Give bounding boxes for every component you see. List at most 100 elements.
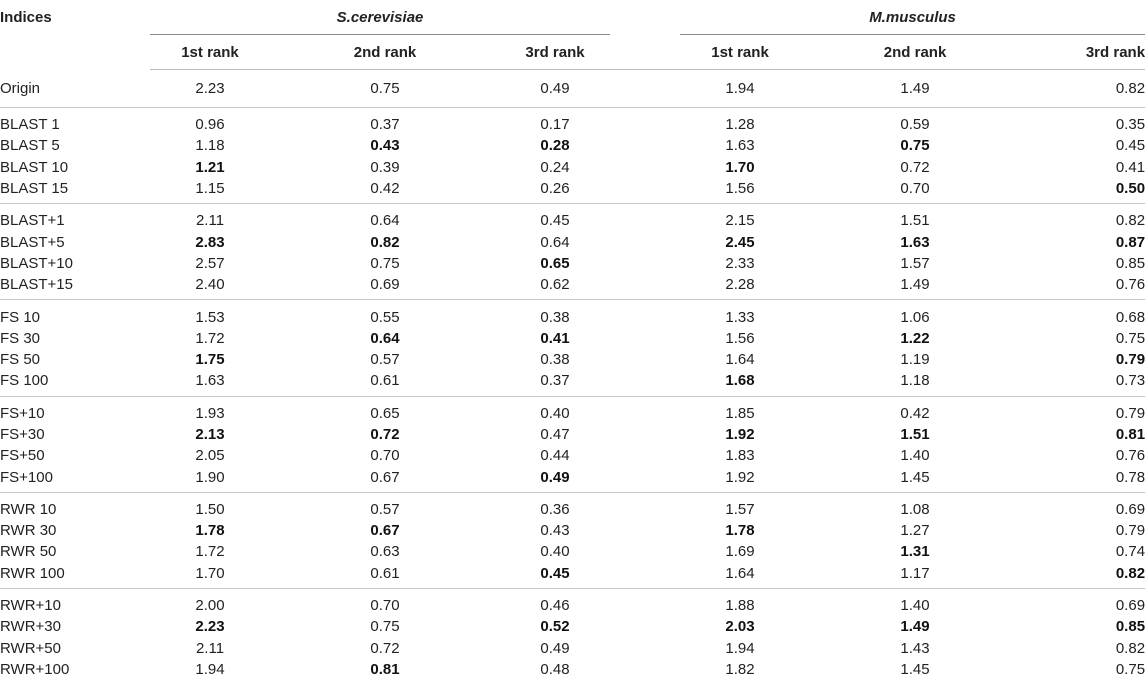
value-cell: 1.22: [800, 328, 1030, 349]
best-value: 1.51: [900, 426, 930, 443]
best-value: 2.13: [195, 426, 225, 443]
column-spacer: [610, 328, 680, 349]
column-spacer: [610, 274, 681, 301]
value-cell: 0.75: [370, 618, 400, 636]
value-cell: 1.93: [195, 404, 225, 422]
indices-header: Indices: [0, 9, 52, 26]
value-cell: 1.75: [150, 349, 270, 370]
best-value: 0.45: [540, 564, 570, 582]
value-cell: 0.45: [1115, 137, 1145, 155]
row-label: RWR+10: [0, 597, 61, 615]
best-value: 0.81: [1115, 426, 1145, 443]
header-spacer: [610, 0, 680, 35]
value-cell: 0.36: [540, 500, 570, 518]
value-cell: 0.96: [195, 116, 225, 134]
value-cell: 0.72: [900, 158, 930, 176]
value-cell: 1.70: [680, 157, 800, 178]
value-cell: 0.50: [1030, 177, 1145, 205]
value-cell: 0.82: [1030, 69, 1145, 108]
value-cell: 0.46: [540, 597, 570, 615]
best-value: 0.87: [1115, 233, 1145, 251]
value-cell: 2.13: [150, 424, 270, 445]
value-cell: 0.79: [1030, 349, 1145, 370]
best-value: 0.75: [900, 137, 930, 155]
table-row: RWR+100 1.94 0.81 0.48 1.82 1.45 0.75: [0, 659, 1145, 684]
table-row: FS+100 1.90 0.67 0.49 1.92 1.45 0.78: [0, 466, 1145, 493]
value-cell: 0.65: [370, 404, 400, 422]
rank-header: 3rd rank: [500, 34, 611, 70]
row-label: FS+50: [0, 447, 45, 465]
value-cell: 1.69: [725, 543, 755, 561]
row-label: BLAST 1: [0, 116, 60, 134]
value-cell: 0.43: [270, 135, 500, 156]
row-label: FS+10: [0, 404, 45, 422]
table-row: RWR+50 2.11 0.72 0.49 1.94 1.43 0.82: [0, 638, 1145, 659]
value-cell: 0.49: [500, 466, 611, 493]
value-cell: 0.39: [370, 158, 400, 176]
row-label: RWR+30: [0, 618, 61, 636]
value-cell: 0.69: [1115, 597, 1145, 615]
value-cell: 1.94: [680, 69, 801, 108]
value-cell: 0.82: [270, 231, 500, 252]
column-spacer: [610, 638, 680, 659]
column-spacer: [610, 520, 680, 541]
row-label: RWR 10: [0, 500, 57, 518]
row-label: BLAST+1: [0, 212, 65, 230]
value-cell: 1.57: [900, 254, 930, 272]
value-cell: 0.57: [370, 351, 400, 369]
value-cell: 1.40: [900, 597, 930, 615]
value-cell: 1.56: [680, 177, 801, 205]
value-cell: 2.00: [195, 597, 225, 615]
column-spacer: [610, 300, 680, 328]
best-value: 1.63: [900, 233, 930, 251]
value-cell: 1.90: [150, 466, 270, 493]
table-group: RWR+10 2.00 0.70 0.46 1.88 1.40 0.69 RWR+30 2.23…: [0, 588, 1145, 684]
value-cell: 1.49: [800, 274, 1031, 301]
value-cell: 2.57: [195, 254, 225, 272]
value-cell: 2.45: [680, 231, 800, 252]
row-label: Origin: [0, 69, 150, 108]
value-cell: 1.18: [800, 370, 1031, 397]
value-cell: 0.57: [370, 500, 400, 518]
row-label: BLAST 10: [0, 158, 69, 176]
best-value: 1.22: [900, 329, 930, 347]
column-spacer: [610, 445, 680, 466]
value-cell: 0.75: [270, 69, 500, 108]
value-cell: 1.27: [900, 522, 930, 540]
table-row: FS 30 1.72 0.64 0.41 1.56 1.22 0.75: [0, 328, 1145, 349]
table-row: BLAST+10 2.57 0.75 0.65 2.33 1.57 0.85: [0, 253, 1145, 274]
value-cell: 2.83: [150, 231, 270, 252]
table-row: FS 10 1.53 0.55 0.38 1.33 1.06 0.68: [0, 300, 1145, 328]
column-spacer: [610, 231, 680, 252]
value-cell: 2.23: [150, 69, 270, 108]
value-cell: 0.63: [370, 543, 400, 561]
value-cell: 2.28: [680, 274, 801, 301]
value-cell: 0.69: [1115, 500, 1145, 518]
value-cell: 0.44: [540, 447, 570, 465]
rank-header: 1st rank: [150, 34, 270, 70]
value-cell: 0.81: [1030, 424, 1145, 445]
value-cell: 0.75: [800, 135, 1030, 156]
row-label: FS 50: [0, 351, 41, 369]
best-value: 1.92: [725, 426, 755, 443]
best-value: 1.21: [195, 158, 225, 176]
value-cell: 2.40: [150, 274, 270, 301]
best-value: 2.83: [195, 233, 225, 251]
value-cell: 0.52: [500, 616, 610, 637]
rank-header: 2nd rank: [800, 34, 1031, 70]
value-cell: 1.88: [725, 597, 755, 615]
table-group: FS 10 1.53 0.55 0.38 1.33 1.06 0.68 FS 30 1.72 0.…: [0, 300, 1145, 397]
row-label: FS 100: [0, 370, 150, 397]
value-cell: 1.72: [195, 329, 225, 347]
table-group: RWR 10 1.50 0.57 0.36 1.57 1.08 0.69 RWR 30 1.78…: [0, 492, 1145, 589]
value-cell: 0.61: [270, 562, 500, 589]
table-row: RWR 50 1.72 0.63 0.40 1.69 1.31 0.74: [0, 541, 1145, 562]
value-cell: 1.40: [900, 447, 930, 465]
column-spacer: [610, 204, 680, 232]
value-cell: 0.69: [270, 274, 500, 301]
value-cell: 2.23: [150, 616, 270, 637]
value-cell: 2.33: [725, 254, 755, 272]
value-cell: 0.49: [540, 639, 570, 657]
value-cell: 0.42: [900, 404, 930, 422]
